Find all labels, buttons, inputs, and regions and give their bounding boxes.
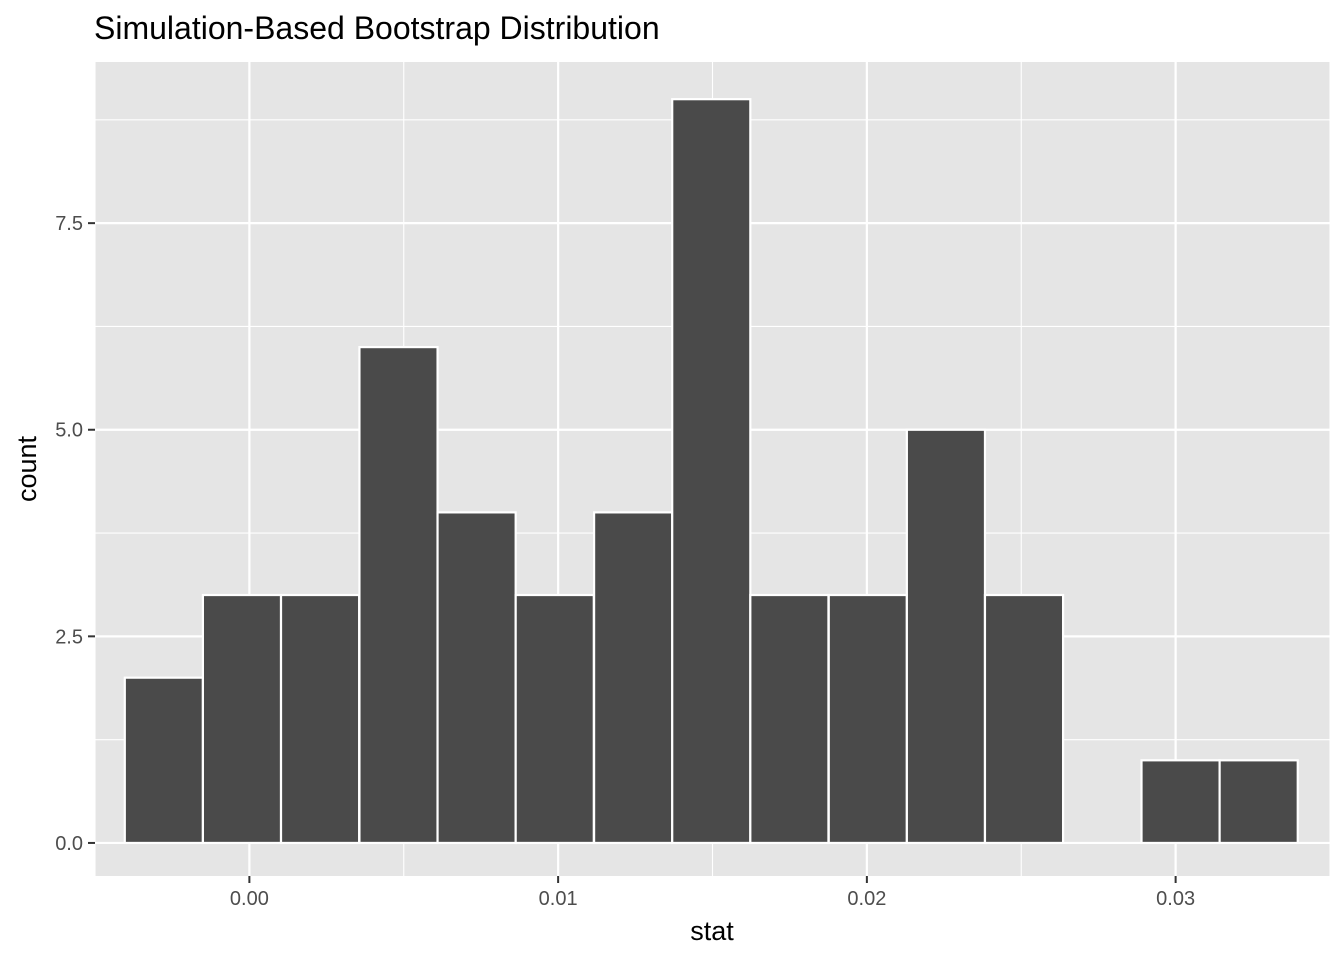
histogram-bar-4	[436, 511, 517, 845]
chart-title: Simulation-Based Bootstrap Distribution	[94, 10, 660, 46]
histogram-bar-3	[358, 346, 439, 845]
histogram-bars	[123, 98, 1299, 845]
y-tick-label-2: 5.0	[55, 420, 83, 442]
y-axis-ticks: 0.0 2.5 5.0 7.5	[55, 213, 95, 855]
histogram-bar-6	[592, 511, 674, 845]
histogram-bar-8	[749, 593, 830, 845]
x-axis-title: stat	[690, 916, 734, 946]
histogram-bar-0	[123, 676, 205, 845]
histogram-bar-11	[983, 593, 1065, 845]
x-tick-label-2: 0.02	[847, 888, 886, 910]
x-axis-ticks: 0.00 0.01 0.02 0.03	[230, 876, 1195, 910]
histogram-bar-1	[201, 593, 283, 845]
histogram-bar-5	[514, 593, 595, 845]
x-tick-label-3: 0.03	[1156, 888, 1195, 910]
histogram-bar-7	[671, 98, 752, 845]
histogram-bar-2	[279, 593, 361, 845]
y-tick-label-0: 0.0	[55, 833, 83, 855]
x-tick-label-0: 0.00	[230, 888, 269, 910]
x-tick-label-1: 0.01	[539, 888, 578, 910]
y-tick-label-3: 7.5	[55, 213, 83, 235]
histogram-bar-14	[1218, 759, 1299, 845]
y-axis-title: count	[12, 435, 42, 502]
histogram-bar-13	[1140, 759, 1221, 845]
y-tick-label-1: 2.5	[55, 626, 83, 648]
histogram-bar-10	[905, 428, 987, 845]
histogram-bar-9	[827, 593, 908, 845]
